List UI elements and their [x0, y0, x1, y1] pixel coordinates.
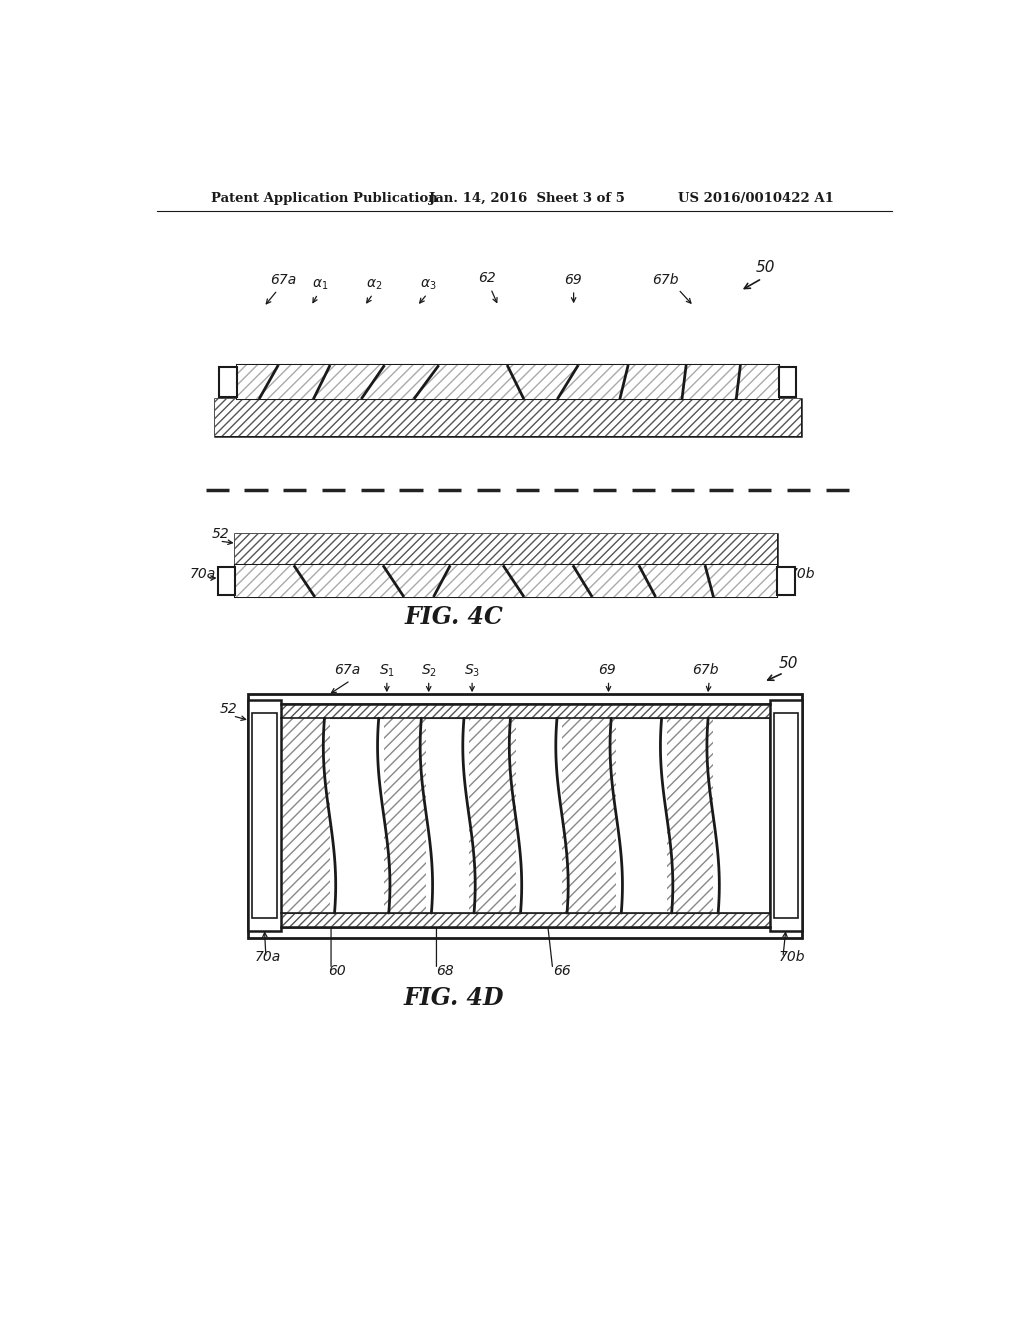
- Text: 50: 50: [779, 656, 799, 671]
- Text: 62: 62: [478, 272, 496, 285]
- Text: FIG. 4C: FIG. 4C: [404, 606, 503, 630]
- Bar: [667, 718, 713, 913]
- Bar: [469, 718, 515, 913]
- Text: $\alpha_1$: $\alpha_1$: [312, 277, 329, 292]
- Bar: [237, 364, 779, 400]
- Text: 67b: 67b: [692, 664, 719, 677]
- Text: $S_1$: $S_1$: [379, 663, 395, 678]
- Text: $S_2$: $S_2$: [421, 663, 436, 678]
- Bar: [234, 565, 777, 598]
- Text: Jan. 14, 2016  Sheet 3 of 5: Jan. 14, 2016 Sheet 3 of 5: [429, 191, 625, 205]
- Text: 52: 52: [212, 527, 229, 541]
- Text: 69: 69: [598, 664, 615, 677]
- Text: 70b: 70b: [788, 568, 815, 581]
- Bar: [281, 705, 770, 927]
- Text: FIG. 4D: FIG. 4D: [403, 986, 504, 1010]
- Bar: [234, 535, 777, 565]
- Text: Patent Application Publication: Patent Application Publication: [211, 191, 437, 205]
- Bar: [281, 913, 770, 927]
- Text: $\alpha_3$: $\alpha_3$: [421, 277, 437, 292]
- Text: $S_3$: $S_3$: [464, 663, 480, 678]
- Bar: [384, 718, 426, 913]
- Text: 67a: 67a: [334, 664, 360, 677]
- Text: $\alpha_2$: $\alpha_2$: [367, 277, 383, 292]
- Bar: [562, 718, 616, 913]
- Bar: [248, 693, 802, 937]
- Bar: [280, 718, 330, 913]
- Bar: [773, 713, 799, 919]
- Text: 70a: 70a: [254, 950, 281, 964]
- Bar: [219, 367, 237, 397]
- Bar: [248, 700, 281, 932]
- Text: 52: 52: [219, 702, 238, 715]
- Text: 70a: 70a: [190, 568, 216, 581]
- Bar: [770, 700, 802, 932]
- Text: US 2016/0010422 A1: US 2016/0010422 A1: [678, 191, 835, 205]
- Text: 68: 68: [436, 964, 455, 978]
- Bar: [234, 565, 777, 598]
- Bar: [234, 535, 777, 565]
- Bar: [779, 367, 796, 397]
- Text: 66: 66: [553, 964, 570, 978]
- Text: 60: 60: [328, 964, 346, 978]
- Text: 70b: 70b: [779, 950, 806, 964]
- Text: 67b: 67b: [652, 273, 679, 286]
- Text: 69: 69: [564, 273, 582, 286]
- Bar: [215, 400, 801, 437]
- Bar: [215, 400, 801, 437]
- Bar: [281, 705, 770, 718]
- Bar: [252, 713, 276, 919]
- Bar: [777, 568, 795, 595]
- Bar: [237, 364, 779, 400]
- Bar: [218, 568, 234, 595]
- Text: 50: 50: [756, 260, 775, 276]
- Text: 67a: 67a: [270, 273, 296, 286]
